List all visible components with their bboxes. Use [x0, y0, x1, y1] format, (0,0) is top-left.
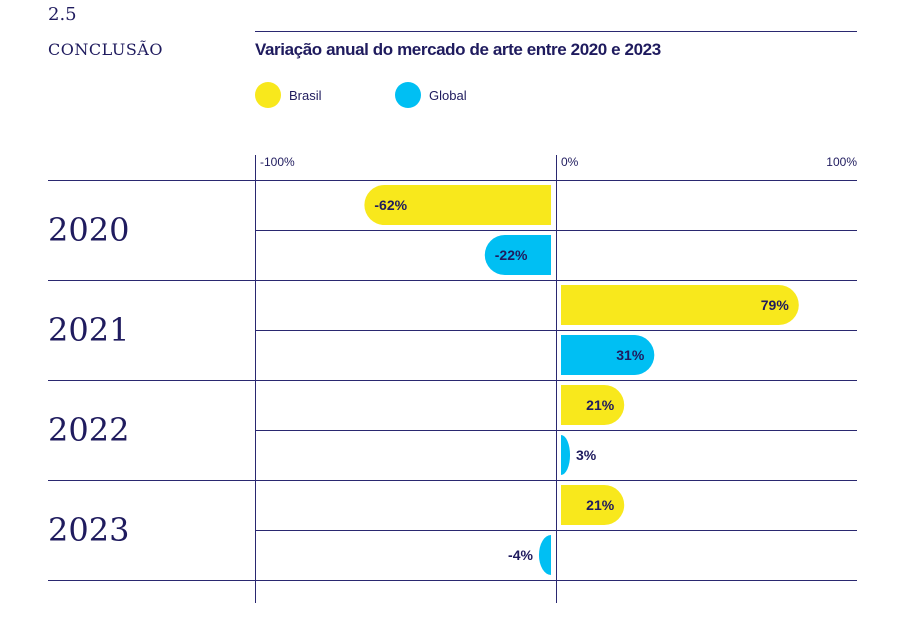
bar-value-label: 79%: [761, 297, 790, 313]
bar-global-2022: [561, 435, 571, 475]
bar-global-2020: [484, 235, 551, 275]
legend-swatch-brasil: [255, 82, 281, 108]
bar-brasil-2023: [561, 485, 625, 525]
bar-global-2021: [561, 335, 655, 375]
tick-label: -100%: [260, 155, 295, 169]
category-label-2023: 2023: [48, 511, 129, 549]
category-label-2020: 2020: [48, 211, 129, 249]
bar-brasil-2020: [364, 185, 551, 225]
bar-value-label: -4%: [508, 547, 533, 563]
bar-value-label: 21%: [586, 397, 615, 413]
bar-value-label: 3%: [576, 447, 597, 463]
bar-value-label: -22%: [495, 247, 528, 263]
bar-value-label: -62%: [374, 197, 407, 213]
bar-value-label: 21%: [586, 497, 615, 513]
legend-item-brasil: Brasil: [255, 82, 322, 108]
legend-label-brasil: Brasil: [289, 87, 322, 103]
tick-label: 0%: [561, 155, 579, 169]
section-number: 2.5: [48, 4, 77, 25]
bar-brasil-2022: [561, 385, 625, 425]
legend-swatch-global: [395, 82, 421, 108]
bar-brasil-2021: [561, 285, 799, 325]
bar-value-label: 31%: [616, 347, 645, 363]
tick-label: 100%: [826, 155, 857, 169]
section-title: CONCLUSÃO: [48, 40, 163, 59]
legend-label-global: Global: [429, 87, 467, 103]
category-label-2022: 2022: [48, 411, 129, 449]
top-rule: [255, 31, 857, 32]
category-label-2021: 2021: [48, 311, 129, 349]
bar-global-2023: [538, 535, 551, 575]
chart-title: Variação anual do mercado de arte entre …: [255, 40, 661, 59]
legend-item-global: Global: [395, 82, 467, 108]
